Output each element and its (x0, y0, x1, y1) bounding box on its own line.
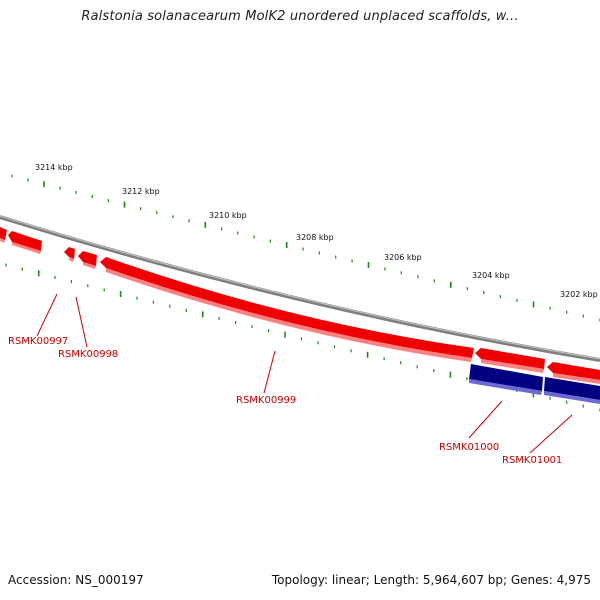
gene-arrow-rsmk00998-a[interactable] (64, 247, 75, 262)
sequence-backbone-highlight (0, 215, 600, 360)
ruler-label-3210: 3210 kbp (209, 211, 247, 220)
sequence-backbone (0, 215, 600, 362)
ruler-label-3202: 3202 kbp (560, 290, 598, 299)
ruler-label-3214: 3214 kbp (35, 163, 73, 172)
accession-text: Accession: NS_000197 (8, 573, 144, 587)
leader-line-rsmk00999 (263, 350, 276, 394)
ruler-label-3206: 3206 kbp (384, 253, 422, 262)
gene-label-rsmk00999[interactable]: RSMK00999 (236, 395, 296, 406)
ruler-labels: 3214 kbp 3212 kbp 3210 kbp 3208 kbp 3206… (35, 163, 598, 299)
gene-label-rsmk01000[interactable]: RSMK01000 (439, 442, 499, 453)
gene-label-rsmk00997[interactable]: RSMK00997 (8, 336, 68, 347)
forward-genes (0, 227, 600, 384)
ruler-label-3208: 3208 kbp (296, 233, 334, 242)
gene-label-rsmk01001[interactable]: RSMK01001 (502, 455, 562, 466)
ruler-label-3204: 3204 kbp (472, 271, 510, 280)
map-title: Ralstonia solanacearum MolK2 unordered u… (81, 9, 519, 24)
gene-arrow-left-fragment[interactable] (0, 227, 7, 243)
ruler-label-3212: 3212 kbp (122, 187, 160, 196)
gene-block-rsmk01000[interactable] (469, 364, 543, 395)
gene-labels: RSMK00997 RSMK00998 RSMK00999 RSMK01000 … (8, 336, 562, 466)
gene-arrow-rsmk00997[interactable] (8, 231, 42, 254)
gene-leader-lines (36, 293, 573, 454)
reverse-genes (469, 364, 600, 404)
gene-block-rsmk01001[interactable] (544, 377, 600, 404)
gene-arrow-rsmk00998-b[interactable] (78, 251, 97, 269)
gene-arrow-rsmk01001-fwd[interactable] (547, 362, 600, 384)
gene-arrow-rsmk00999[interactable] (100, 257, 474, 362)
ruler-upper (11, 174, 600, 322)
leader-line-rsmk01001 (529, 414, 573, 454)
gene-arrow-rsmk01000-fwd[interactable] (475, 348, 545, 373)
topology-summary: Topology: linear; Length: 5,964,607 bp; … (271, 573, 591, 587)
leader-line-rsmk00997 (36, 293, 58, 337)
leader-line-rsmk01000 (468, 400, 503, 439)
gene-label-rsmk00998[interactable]: RSMK00998 (58, 349, 118, 360)
leader-line-rsmk00998 (75, 296, 88, 348)
